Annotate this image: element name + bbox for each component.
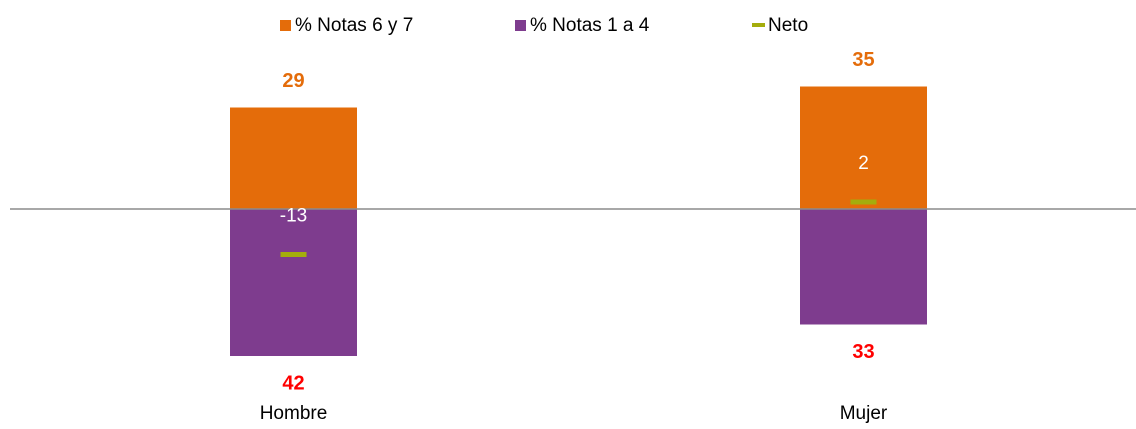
value-label: 42 xyxy=(282,372,304,394)
bar xyxy=(230,209,357,356)
legend-marker xyxy=(515,20,526,31)
neto-marker xyxy=(280,252,307,257)
value-label: 29 xyxy=(282,70,304,92)
category-label: Mujer xyxy=(840,403,888,424)
neto-label: -13 xyxy=(280,206,307,227)
neto-marker xyxy=(850,199,877,205)
legend-label: Neto xyxy=(768,15,808,36)
bar xyxy=(800,209,927,325)
value-label: 33 xyxy=(852,341,874,363)
category-label: Hombre xyxy=(260,403,328,424)
neto-label: 2 xyxy=(858,153,869,174)
legend-label: % Notas 6 y 7 xyxy=(295,15,413,36)
value-label: 35 xyxy=(852,49,874,71)
legend-label: % Notas 1 a 4 xyxy=(530,15,650,36)
legend-marker xyxy=(752,23,765,27)
bar xyxy=(230,107,357,209)
bar xyxy=(800,86,927,209)
legend-marker xyxy=(280,20,291,31)
